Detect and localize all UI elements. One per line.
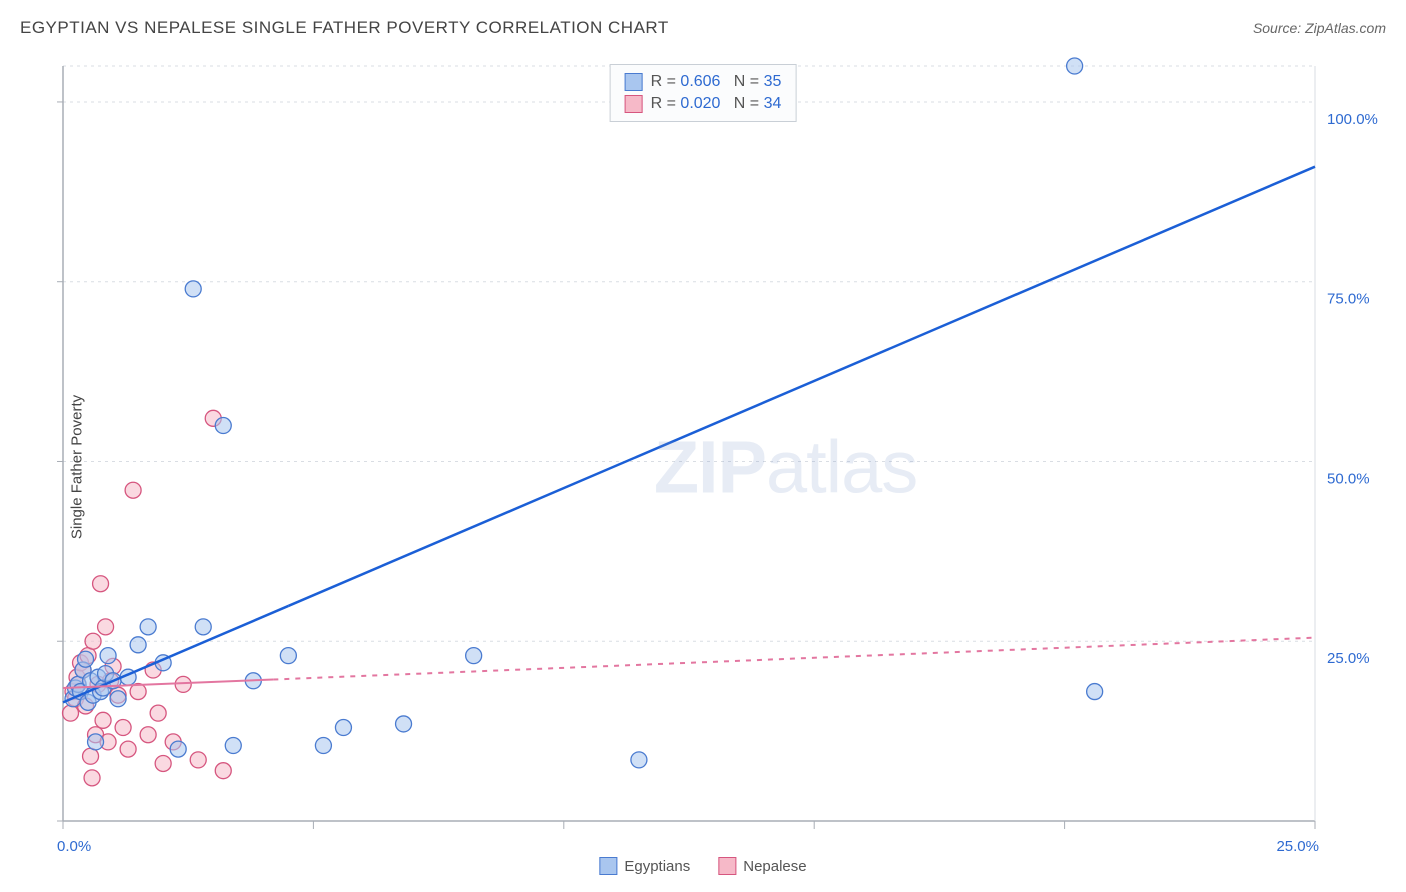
legend-swatch: [625, 95, 643, 113]
y-axis-label: Single Father Poverty: [69, 394, 86, 538]
svg-text:75.0%: 75.0%: [1327, 291, 1370, 308]
series-legend: Egyptians Nepalese: [599, 857, 806, 875]
legend-row: R = 0.020 N = 34: [625, 93, 782, 115]
source-label: Source:: [1253, 20, 1305, 36]
svg-text:25.0%: 25.0%: [1276, 838, 1319, 855]
correlation-legend: R = 0.606 N = 35 R = 0.020 N = 34: [610, 64, 797, 122]
legend-row: R = 0.606 N = 35: [625, 71, 782, 93]
legend-stats: R = 0.020 N = 34: [651, 95, 782, 113]
chart-container: Single Father Poverty 25.0% 50.0% 75.0% 100…: [15, 56, 1391, 877]
series-name: Nepalese: [743, 858, 806, 875]
series-legend-item: Egyptians: [599, 857, 690, 875]
svg-text:50.0%: 50.0%: [1327, 470, 1370, 487]
legend-swatch: [599, 857, 617, 875]
chart-title: EGYPTIAN VS NEPALESE SINGLE FATHER POVER…: [20, 18, 669, 38]
scatter-chart: 25.0% 50.0% 75.0% 100.0% 0.0% 25.0%: [15, 56, 1391, 877]
source-attribution: Source: ZipAtlas.com: [1253, 20, 1386, 36]
legend-swatch: [625, 73, 643, 91]
series-name: Egyptians: [624, 858, 690, 875]
series-legend-item: Nepalese: [718, 857, 806, 875]
svg-text:25.0%: 25.0%: [1327, 650, 1370, 667]
legend-swatch: [718, 857, 736, 875]
source-value: ZipAtlas.com: [1305, 20, 1386, 36]
legend-stats: R = 0.606 N = 35: [651, 73, 782, 91]
svg-text:100.0%: 100.0%: [1327, 111, 1378, 128]
svg-text:0.0%: 0.0%: [57, 838, 91, 855]
